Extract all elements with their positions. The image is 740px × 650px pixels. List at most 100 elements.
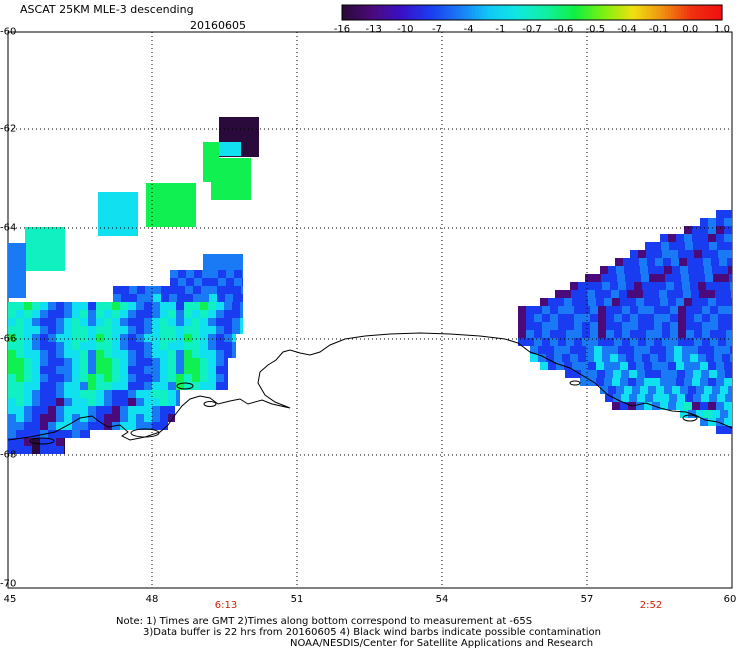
data-pixel bbox=[217, 286, 225, 294]
data-pixel bbox=[169, 294, 177, 302]
data-pixel bbox=[152, 342, 160, 350]
data-pixel bbox=[48, 350, 56, 358]
colorbar-segment bbox=[357, 5, 362, 20]
data-pixel bbox=[580, 362, 588, 370]
data-pixel bbox=[152, 422, 160, 430]
colorbar-segment bbox=[380, 5, 384, 20]
data-pixel bbox=[636, 362, 644, 370]
data-pixel bbox=[40, 366, 48, 374]
data-pixel bbox=[638, 250, 646, 258]
data-pixel bbox=[144, 366, 152, 374]
data-pixel bbox=[96, 334, 104, 342]
data-pixel bbox=[630, 306, 638, 314]
data-pixel bbox=[8, 366, 16, 374]
data-pixel bbox=[708, 362, 716, 370]
data-pixel bbox=[729, 274, 732, 282]
data-pixel bbox=[192, 310, 200, 318]
data-pixel bbox=[697, 274, 705, 282]
map-title: ASCAT 25KM MLE-3 descending bbox=[20, 3, 194, 16]
data-pixel bbox=[56, 326, 64, 334]
data-pixel bbox=[596, 378, 604, 386]
data-pixel bbox=[176, 382, 184, 390]
data-pixel bbox=[32, 390, 40, 398]
data-pixel bbox=[16, 366, 24, 374]
data-pixel bbox=[24, 406, 32, 414]
data-pixel bbox=[604, 298, 612, 306]
data-pixel bbox=[614, 306, 622, 314]
data-pixel bbox=[112, 318, 120, 326]
data-pixel bbox=[144, 310, 152, 318]
data-pixel bbox=[210, 270, 218, 278]
colorbar-segment bbox=[535, 5, 539, 20]
data-pixel bbox=[128, 366, 136, 374]
data-pixel bbox=[168, 374, 176, 382]
data-pixel bbox=[712, 410, 720, 418]
colorbar-segment bbox=[424, 5, 429, 20]
data-pixel bbox=[680, 410, 688, 418]
data-pixel bbox=[646, 322, 654, 330]
data-pixel bbox=[704, 410, 712, 418]
data-pixel bbox=[32, 358, 40, 366]
data-pixel bbox=[654, 338, 662, 346]
data-pixel bbox=[56, 310, 64, 318]
data-pixel bbox=[645, 394, 653, 402]
data-pixel bbox=[184, 366, 192, 374]
data-pixel bbox=[40, 318, 48, 326]
data-pixel bbox=[185, 294, 193, 302]
data-pixel bbox=[691, 290, 699, 298]
data-pixel bbox=[682, 354, 690, 362]
data-pixel bbox=[728, 266, 732, 274]
data-pixel bbox=[176, 302, 184, 310]
data-pixel bbox=[670, 306, 678, 314]
colorbar-segment bbox=[516, 5, 520, 20]
data-pixel bbox=[718, 314, 726, 322]
data-pixel bbox=[88, 366, 96, 374]
data-pixel bbox=[136, 374, 144, 382]
data-pixel bbox=[594, 354, 602, 362]
data-pixel bbox=[606, 330, 614, 338]
colorbar-segment bbox=[373, 5, 378, 20]
data-pixel bbox=[144, 374, 152, 382]
data-pixel bbox=[706, 282, 714, 290]
data-pixel bbox=[202, 278, 210, 286]
data-pixel bbox=[664, 266, 672, 274]
data-pixel bbox=[562, 346, 570, 354]
data-pixel bbox=[666, 354, 674, 362]
data-pixel bbox=[104, 414, 112, 422]
data-pixel bbox=[700, 402, 708, 410]
data-pixel bbox=[670, 322, 678, 330]
data-pixel bbox=[184, 302, 192, 310]
data-pixel bbox=[724, 418, 732, 426]
data-pixel bbox=[168, 358, 176, 366]
colorbar-tick-label: -1 bbox=[495, 24, 506, 35]
data-pixel bbox=[208, 358, 216, 366]
data-pixel bbox=[565, 370, 573, 378]
data-pixel bbox=[24, 382, 32, 390]
data-pixel bbox=[638, 330, 646, 338]
data-pixel bbox=[56, 382, 64, 390]
data-pixel bbox=[240, 318, 243, 326]
data-pixel bbox=[200, 382, 208, 390]
colorbar-frame bbox=[341, 4, 723, 21]
data-pixel bbox=[24, 326, 32, 334]
data-pixel bbox=[708, 402, 716, 410]
data-pixel bbox=[644, 378, 652, 386]
data-pixel bbox=[168, 334, 176, 342]
data-pixel bbox=[225, 286, 233, 294]
data-pixel bbox=[8, 350, 16, 358]
data-pixel bbox=[80, 342, 88, 350]
data-pixel bbox=[684, 234, 692, 242]
data-pixel bbox=[120, 422, 128, 430]
data-pixel bbox=[216, 382, 224, 390]
data-pixel bbox=[713, 274, 721, 282]
data-pixel bbox=[686, 250, 694, 258]
data-pixel bbox=[701, 242, 709, 250]
data-pixel bbox=[602, 354, 610, 362]
data-pixel bbox=[40, 422, 48, 430]
data-pixel bbox=[136, 342, 144, 350]
colorbar-segment bbox=[699, 5, 704, 20]
data-pixel bbox=[692, 226, 700, 234]
data-pixel bbox=[129, 286, 137, 294]
data-pixel bbox=[605, 370, 613, 378]
